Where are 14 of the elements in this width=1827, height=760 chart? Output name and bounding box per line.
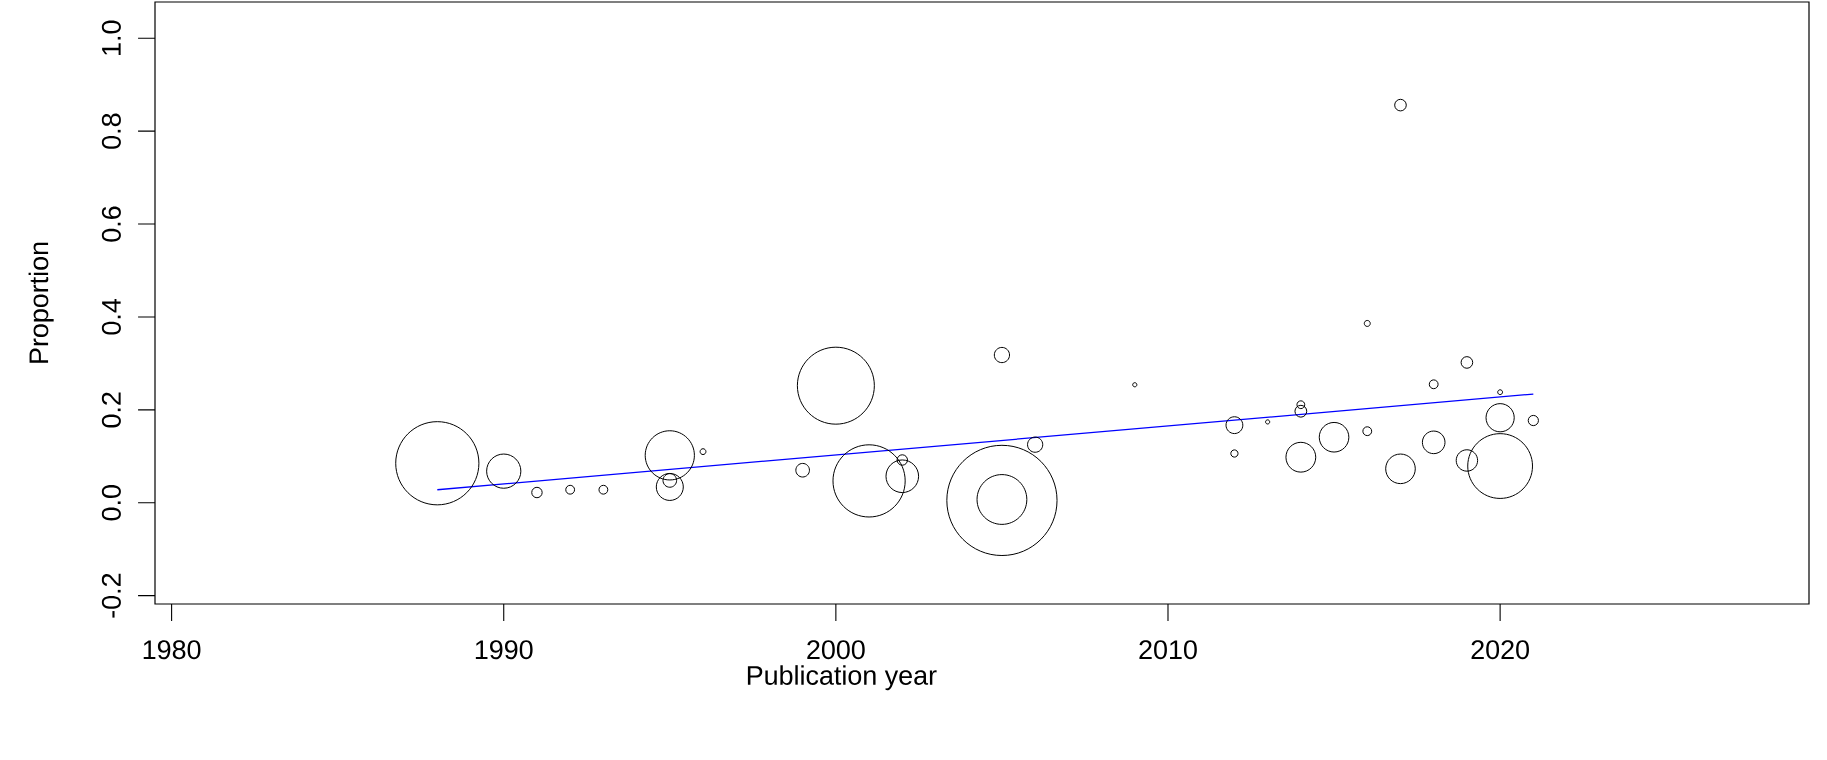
y-axis-title: Proportion (28, 242, 54, 363)
x-tick-label: 1980 (143, 640, 201, 660)
y-tick-label: 1.0 (101, 20, 121, 55)
y-tick-label: 0.6 (101, 206, 121, 242)
x-tick-label: 1990 (475, 640, 533, 660)
x-tick-label: 2000 (807, 640, 865, 660)
x-tick-label: 2020 (1471, 640, 1529, 660)
y-tick-label: -0.2 (101, 573, 121, 618)
x-axis-title: Publication year (747, 665, 937, 691)
y-tick-label: 0.0 (101, 485, 121, 521)
x-tick-label: 2010 (1139, 640, 1197, 660)
y-tick-label: 0.2 (101, 392, 121, 428)
y-tick-label: 0.8 (101, 113, 121, 149)
y-tick-label: 0.4 (101, 299, 121, 335)
